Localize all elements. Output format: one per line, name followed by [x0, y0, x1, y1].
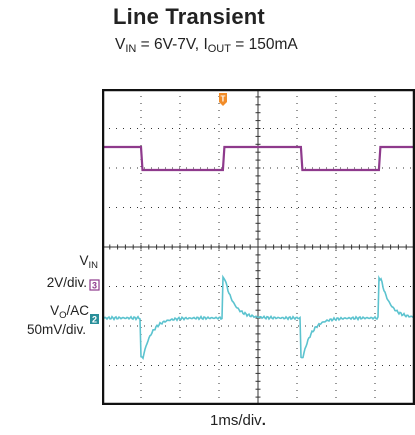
x-axis-label-text: 1ms/div — [210, 412, 262, 429]
x-axis-label: 1ms/div. — [210, 412, 266, 429]
x-axis-label-dot: . — [262, 412, 266, 429]
vo-channel-marker-text: 2 — [92, 315, 97, 325]
vin-channel-marker: 3 — [90, 280, 99, 291]
vin-channel-marker-text: 3 — [92, 281, 97, 291]
trigger-marker-text: T — [221, 95, 226, 104]
trigger-marker: T — [219, 93, 227, 106]
vo-channel-marker: 2 — [90, 314, 99, 325]
